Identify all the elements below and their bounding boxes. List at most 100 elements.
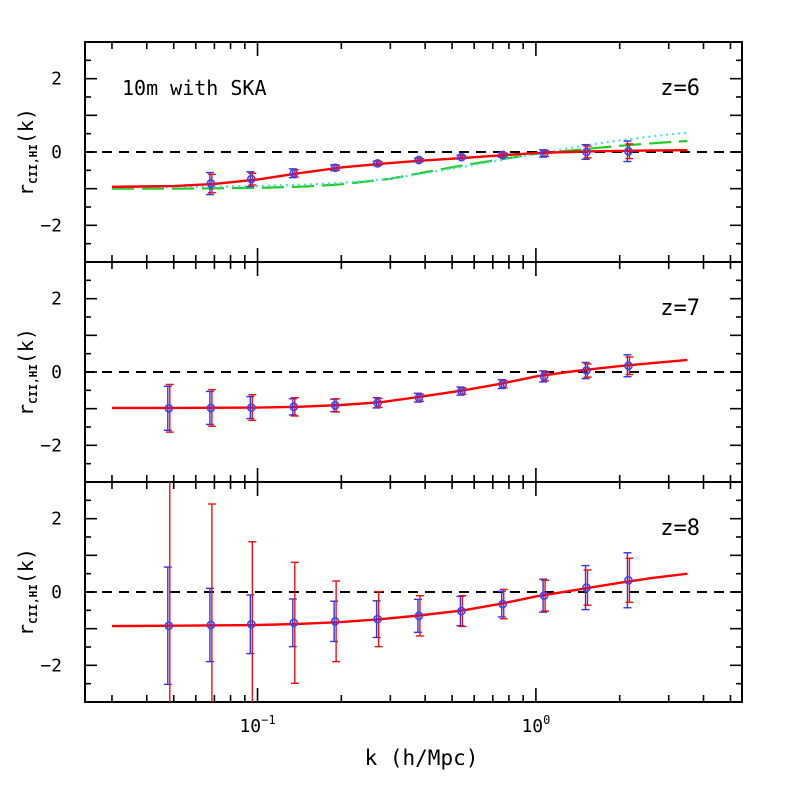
data-marker (206, 403, 216, 413)
y-axis-label-tail: (k) (14, 328, 38, 364)
data-point (163, 482, 174, 702)
data-point (413, 155, 424, 165)
data-marker (498, 379, 508, 389)
data-marker (330, 616, 340, 626)
y-tick-label: 0 (51, 362, 62, 383)
data-point (246, 394, 257, 422)
y-tick-label: −2 (40, 435, 62, 456)
data-marker (373, 398, 383, 408)
data-point (372, 158, 383, 168)
y-axis-label: rCII,HI(k) (14, 108, 40, 196)
data-marker (373, 158, 383, 168)
panel-z7: −2 0 2 rCII,HI(k) z=7 (14, 261, 743, 483)
data-point (581, 564, 592, 611)
data-point (497, 588, 508, 620)
x-tick-label-base: 10 (239, 716, 261, 737)
data-point (539, 149, 550, 158)
data-point (372, 590, 383, 648)
data-point (246, 541, 257, 702)
data-marker (289, 618, 299, 628)
y-axis-label-main: r (14, 184, 38, 196)
data-marker (246, 403, 256, 412)
data-point (330, 398, 341, 413)
data-point (581, 361, 592, 380)
data-point (163, 383, 174, 433)
data-marker (246, 174, 256, 184)
y-tick-label: 2 (51, 289, 62, 310)
y-tick-label: 0 (51, 142, 62, 163)
data-marker (624, 361, 633, 371)
data-marker (206, 179, 216, 188)
panel-z6: −2 0 2 rCII,HI(k) z=6 10m with SKA (14, 41, 743, 263)
data-point (246, 171, 257, 188)
plot-area (112, 354, 688, 433)
data-point (539, 370, 550, 383)
y-tick-label: 0 (51, 582, 62, 603)
data-point (205, 388, 216, 427)
model-curve-solid (111, 149, 688, 188)
data-point (288, 168, 299, 179)
data-marker (457, 386, 466, 396)
panel-redshift-label: z=6 (660, 76, 700, 101)
data-marker (414, 155, 424, 165)
data-point (623, 354, 634, 378)
y-tick-label: 2 (51, 509, 62, 530)
data-marker (539, 371, 549, 381)
data-point (413, 392, 424, 403)
plot-area (111, 131, 688, 196)
y-tick-label: 2 (51, 69, 62, 90)
y-axis-label-sub: CII,HI (27, 364, 40, 404)
data-marker (539, 591, 549, 601)
y-axis-label: rCII,HI(k) (14, 548, 40, 636)
data-point (581, 143, 592, 161)
data-marker (373, 614, 383, 624)
y-tick-label: −2 (40, 655, 62, 676)
data-point (456, 152, 467, 162)
data-marker (246, 619, 256, 629)
data-marker (289, 402, 299, 412)
data-marker (498, 150, 508, 160)
data-marker (414, 393, 424, 403)
data-marker (582, 366, 591, 375)
data-marker (330, 400, 340, 410)
data-point (413, 594, 424, 637)
x-tick-label-exponent: −1 (261, 713, 275, 727)
y-axis-label-tail: (k) (14, 548, 38, 584)
plot-area (111, 482, 688, 702)
data-marker (582, 147, 591, 157)
data-point (205, 171, 216, 196)
model-curve-dashed (112, 139, 688, 190)
data-point (372, 396, 383, 409)
data-marker (498, 599, 508, 609)
model-curve-solid (112, 358, 688, 410)
x-tick-label: 100 (521, 713, 550, 737)
data-point (623, 140, 634, 163)
panel-redshift-label: z=8 (660, 516, 700, 541)
model-curve-dotted (112, 131, 688, 189)
data-point (623, 552, 634, 609)
data-marker (624, 146, 633, 156)
data-point (330, 580, 341, 663)
data-point (497, 150, 508, 160)
y-axis-label-main: r (14, 404, 38, 416)
data-marker (539, 149, 549, 158)
data-marker (457, 152, 466, 162)
data-point (456, 386, 467, 396)
y-tick-label: −2 (40, 215, 62, 236)
data-point (539, 578, 550, 613)
data-marker (206, 620, 216, 630)
data-point (497, 379, 508, 390)
data-marker (457, 606, 466, 616)
data-marker (289, 168, 299, 178)
data-marker (582, 583, 591, 592)
data-marker (624, 575, 633, 585)
data-marker (164, 403, 174, 413)
data-point (330, 163, 341, 173)
data-point (456, 594, 467, 628)
data-marker (414, 611, 424, 621)
y-axis-label-main: r (14, 624, 38, 636)
y-axis-label: rCII,HI(k) (14, 328, 40, 416)
x-tick-label-base: 10 (521, 716, 543, 737)
